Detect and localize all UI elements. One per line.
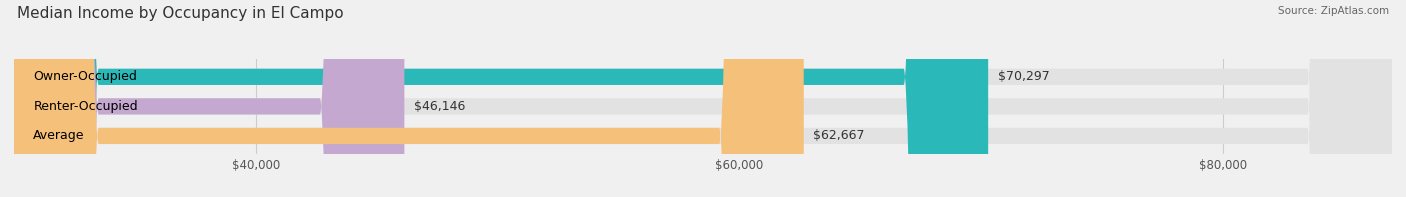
Text: $62,667: $62,667 — [814, 129, 865, 142]
Text: Renter-Occupied: Renter-Occupied — [34, 100, 138, 113]
FancyBboxPatch shape — [14, 0, 1392, 197]
FancyBboxPatch shape — [14, 0, 1392, 197]
Text: Source: ZipAtlas.com: Source: ZipAtlas.com — [1278, 6, 1389, 16]
Text: $46,146: $46,146 — [413, 100, 465, 113]
Text: Owner-Occupied: Owner-Occupied — [34, 70, 138, 83]
Text: Median Income by Occupancy in El Campo: Median Income by Occupancy in El Campo — [17, 6, 343, 21]
FancyBboxPatch shape — [14, 0, 988, 197]
Text: Average: Average — [34, 129, 84, 142]
Text: $70,297: $70,297 — [998, 70, 1050, 83]
FancyBboxPatch shape — [14, 0, 804, 197]
FancyBboxPatch shape — [14, 0, 405, 197]
FancyBboxPatch shape — [14, 0, 1392, 197]
